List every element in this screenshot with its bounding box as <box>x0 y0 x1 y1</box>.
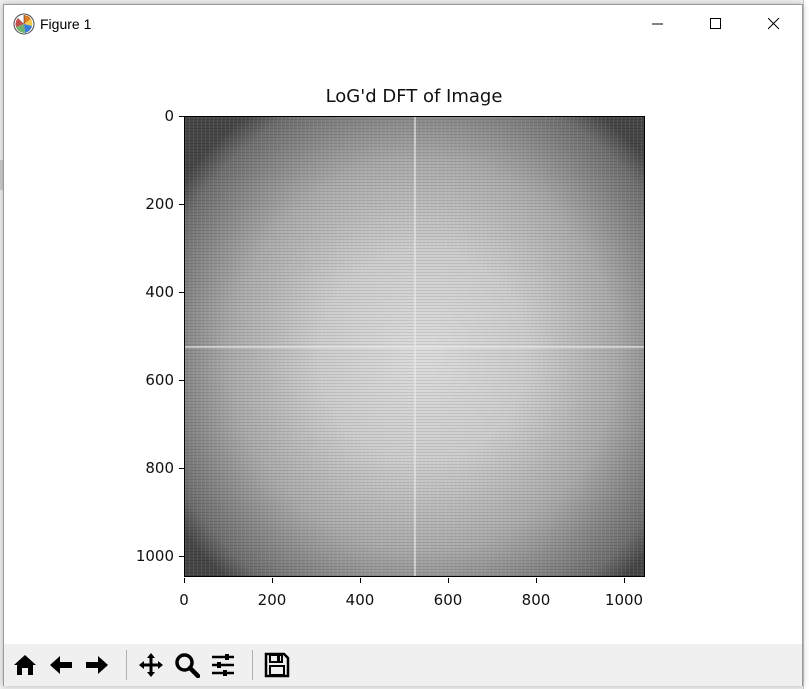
x-tick-label: 600 <box>433 591 463 609</box>
x-tick <box>448 578 449 583</box>
save-button[interactable] <box>260 648 293 682</box>
x-tick <box>624 578 625 583</box>
minimize-icon <box>652 23 663 25</box>
navigation-toolbar <box>4 644 802 686</box>
toolbar-separator <box>252 650 253 680</box>
x-tick <box>184 578 185 583</box>
figure-canvas[interactable]: LoG'd DFT of Image 0 200 400 600 800 100… <box>4 43 802 644</box>
y-tick-label: 400 <box>145 283 174 301</box>
image-axes[interactable] <box>184 116 645 577</box>
home-icon <box>13 655 36 675</box>
configure-subplots-button[interactable] <box>206 648 239 682</box>
y-tick <box>179 292 184 293</box>
background-window-edge <box>803 0 809 689</box>
x-tick-label: 0 <box>179 591 189 609</box>
y-tick <box>179 116 184 117</box>
y-tick-label: 600 <box>145 371 174 389</box>
y-tick <box>179 468 184 469</box>
x-tick <box>360 578 361 583</box>
window-title: Figure 1 <box>40 16 92 32</box>
plot-title: LoG'd DFT of Image <box>325 86 503 107</box>
arrow-right-icon <box>85 656 108 674</box>
x-tick-label: 200 <box>257 591 287 609</box>
x-tick <box>272 578 273 583</box>
magnifier-icon <box>174 653 200 678</box>
x-tick-label: 1000 <box>604 591 644 609</box>
x-tick-label: 800 <box>521 591 551 609</box>
y-tick-label: 1000 <box>135 547 174 565</box>
figure-window: Figure 1 LoG'd DFT of Image 0 200 400 60… <box>3 4 803 686</box>
y-tick <box>179 204 184 205</box>
pan-button[interactable] <box>134 648 167 682</box>
y-tick <box>179 380 184 381</box>
title-bar: Figure 1 <box>4 5 802 43</box>
x-tick-label: 400 <box>345 591 375 609</box>
y-tick-label: 200 <box>145 195 174 213</box>
arrow-left-icon <box>49 656 72 674</box>
background-left-strip <box>0 160 4 190</box>
forward-button[interactable] <box>80 648 113 682</box>
minimize-button[interactable] <box>629 5 687 43</box>
spectrum-horizontal-line <box>185 346 644 348</box>
back-button[interactable] <box>44 648 77 682</box>
move-icon <box>138 653 163 677</box>
toolbar-separator <box>126 650 127 680</box>
y-tick-label: 0 <box>164 107 174 125</box>
x-tick <box>536 578 537 583</box>
floppy-disk-icon <box>264 652 289 678</box>
close-button[interactable] <box>745 5 803 43</box>
maximize-button[interactable] <box>687 5 745 43</box>
zoom-button[interactable] <box>170 648 203 682</box>
home-button[interactable] <box>8 648 41 682</box>
y-tick <box>179 556 184 557</box>
matplotlib-logo-icon <box>13 13 35 35</box>
close-icon <box>768 18 780 30</box>
y-tick-label: 800 <box>145 459 174 477</box>
maximize-icon <box>710 18 721 29</box>
sliders-icon <box>211 654 234 676</box>
